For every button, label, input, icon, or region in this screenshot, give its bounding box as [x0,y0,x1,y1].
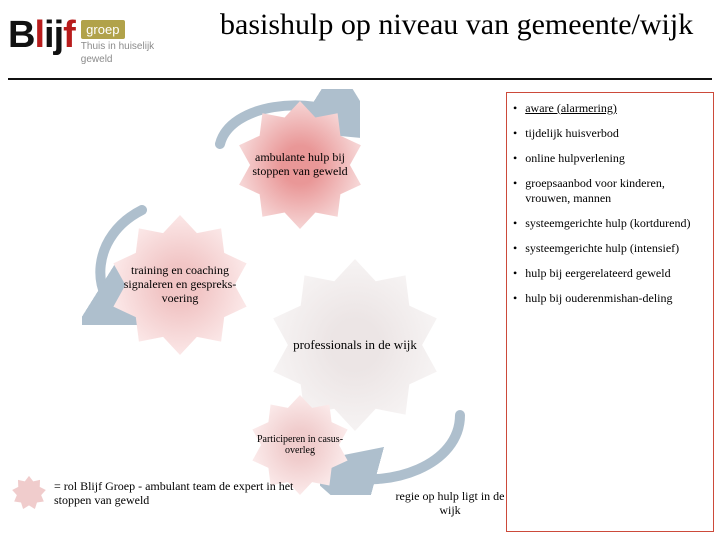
logo-part-f: f [63,14,75,56]
bullet-box: aware (alarmering) tijdelijk huisverbod on… [506,92,714,532]
logo-tagline-2: geweld [81,54,154,65]
bullet-item: hulp bij eergerelateerd geweld [513,266,705,281]
legend-text: = rol Blijf Groep - ambulant team de exp… [54,479,310,508]
bullet-item: groepsaanbod voor kinderen, vrouwen, man… [513,176,705,206]
gear-diagram: professionals in de wijk ambulante hulp … [20,95,500,515]
gear-label: Participeren in casus-overleg [250,428,350,463]
bullet-item: aware (alarmering) [513,101,705,116]
logo-part-b: B [8,14,34,56]
gear-ambulante: ambulante hulp bij stoppen van geweld [236,101,364,229]
title-rule [8,78,712,80]
bullet-item: tijdelijk huisverbod [513,126,705,141]
bullet-item: hulp bij ouderenmishan-deling [513,291,705,306]
gear-label: ambulante hulp bij stoppen van geweld [236,145,364,185]
logo: Blijf groep Thuis in huiselijk geweld [8,14,154,65]
bullet-list: aware (alarmering) tijdelijk huisverbod on… [513,101,705,306]
logo-tagline-1: Thuis in huiselijk [81,41,154,52]
logo-wordmark: Blijf [8,14,75,57]
bullet-item: systeemgerichte hulp (intensief) [513,241,705,256]
logo-part-l: l [34,14,44,56]
bullet-item: online hulpverlening [513,151,705,166]
regie-caption: regie op hulp ligt in de wijk [390,490,510,518]
gear-label: training en coaching signaleren en gespr… [110,258,250,311]
legend-gear-icon [10,474,48,512]
logo-part-ij: ij [44,14,63,56]
logo-groep-badge: groep [81,20,125,39]
legend: = rol Blijf Groep - ambulant team de exp… [10,474,310,512]
gear-label: professionals in de wijk [287,332,423,359]
bullet-item: systeemgerichte hulp (kortdurend) [513,216,705,231]
page-title: basishulp op niveau van gemeente/wijk [220,8,693,41]
gear-training: training en coaching signaleren en gespr… [110,215,250,355]
